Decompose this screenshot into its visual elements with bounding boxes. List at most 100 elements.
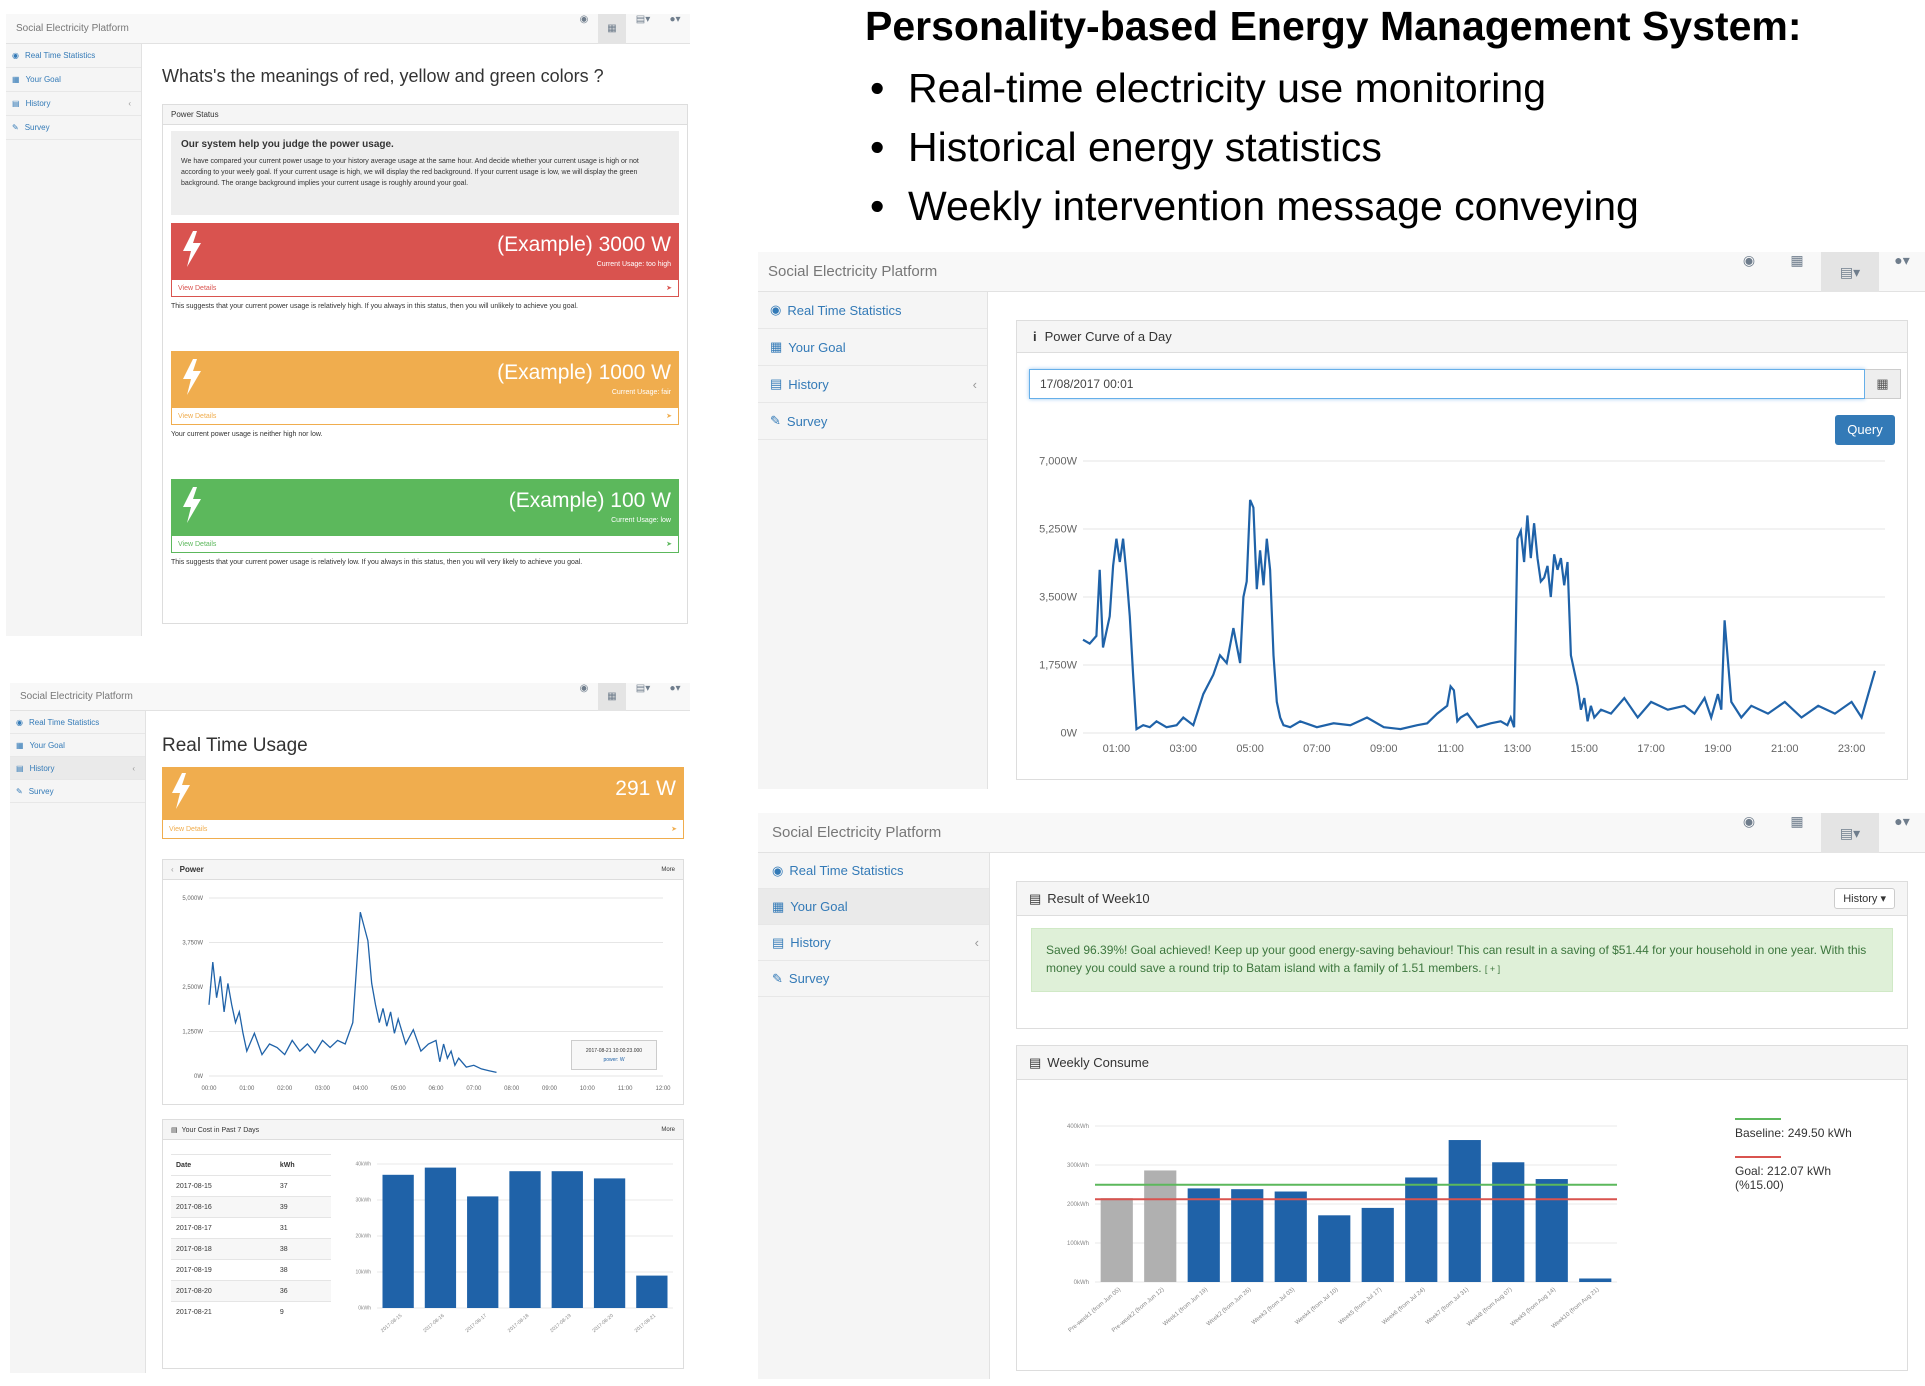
box-title: i Power Curve of a Day — [1017, 321, 1907, 353]
arrow-circle-icon[interactable]: ➤ — [666, 285, 672, 292]
bar — [551, 1171, 583, 1308]
y-tick-label: 5,250W — [1039, 524, 1078, 536]
sidebar-item-your-goal[interactable]: ▦ Your Goal — [10, 734, 145, 757]
user-icon[interactable]: ●▾ — [1894, 813, 1910, 829]
dashboard-icon[interactable]: ◉ — [1742, 813, 1756, 829]
query-button[interactable]: Query — [1835, 415, 1895, 445]
x-tick-label: Week2 (from Jun 26) — [1206, 1287, 1253, 1328]
box-title: Power Status — [163, 105, 687, 125]
sidebar-item-your-goal[interactable]: ▦ Your Goal — [6, 68, 141, 92]
info-well: Our system help you judge the power usag… — [171, 131, 679, 215]
expand-link[interactable]: [ + ] — [1484, 964, 1501, 974]
table-row: 2017-08-17 31 — [171, 1217, 331, 1239]
sidebar-item-survey[interactable]: ✎ Survey — [758, 403, 987, 440]
status-card-green[interactable]: (Example) 100 W Current Usage: low View … — [171, 479, 679, 553]
view-details-link[interactable]: View Details — [178, 284, 217, 292]
brand[interactable]: Social Electricity Platform — [772, 824, 942, 841]
sidebar-item-history[interactable]: ▤ History ‹ — [6, 92, 141, 116]
arrow-circle-icon[interactable]: ➤ — [666, 541, 672, 548]
history-dropdown[interactable]: History ▾ — [1834, 888, 1895, 909]
more-dropdown[interactable]: More — [661, 866, 675, 873]
sidebar-item-your-goal[interactable]: ▦ Your Goal — [758, 329, 987, 366]
arrow-circle-icon[interactable]: ➤ — [666, 413, 672, 420]
sidebar-item-real-time-statistics[interactable]: ◉ Real Time Statistics — [6, 44, 141, 68]
current-usage-card[interactable]: 291 W View Details ➤ — [162, 767, 684, 839]
dashboard-icon[interactable]: ◉ — [579, 683, 589, 694]
y-tick-label: 1,250W — [182, 1030, 203, 1036]
chart-tooltip: 2017-08-21 10:00:23.000 power: W — [571, 1040, 657, 1070]
bar-chart-icon[interactable]: ▤▾ — [635, 14, 651, 25]
cost-table: Date kWh 2017-08-15 37 2017-08-16 39 2017-08-… — [171, 1154, 331, 1323]
table-row: 2017-08-21 9 — [171, 1301, 331, 1323]
user-icon[interactable]: ●▾ — [669, 14, 681, 25]
x-tick-label: Week4 (from Jul 10) — [1294, 1287, 1339, 1326]
brand[interactable]: Social Electricity Platform — [16, 23, 129, 34]
sidebar-item-history[interactable]: ▤ History ‹ — [758, 925, 989, 961]
sidebar-item-your-goal[interactable]: ▦ Your Goal — [758, 889, 989, 925]
bar-chart-icon: ▤ — [770, 376, 783, 391]
arrow-circle-icon[interactable]: ➤ — [671, 826, 677, 833]
y-tick-label: 0kWh — [358, 1306, 371, 1312]
bar-chart-icon[interactable]: ▤▾ — [1821, 813, 1879, 853]
user-icon[interactable]: ●▾ — [1894, 252, 1910, 268]
sidebar-item-survey[interactable]: ✎ Survey — [758, 961, 989, 997]
sidebar-item-real-time-statistics[interactable]: ◉ Real Time Statistics — [758, 292, 987, 329]
x-tick-label: 11:00 — [1437, 743, 1464, 755]
x-tick-label: 09:00 — [542, 1086, 558, 1092]
x-tick-label: 23:00 — [1838, 743, 1866, 755]
x-tick-label: 00:00 — [201, 1086, 217, 1092]
sidebar-item-history[interactable]: ▤ History ‹ — [10, 757, 145, 780]
sidebar-item-real-time-statistics[interactable]: ◉ Real Time Statistics — [10, 711, 145, 734]
y-tick-label: 7,000W — [1039, 456, 1078, 468]
table-icon[interactable]: ▦ — [598, 14, 626, 44]
brand[interactable]: Social Electricity Platform — [768, 263, 938, 280]
navbar: Social Electricity Platform ◉ ▦ ▤▾ ●▾ — [758, 813, 1925, 853]
bar-chart-icon[interactable]: ▤▾ — [635, 683, 651, 694]
x-tick-label: 15:00 — [1570, 743, 1598, 755]
view-details-link[interactable]: View Details — [178, 540, 217, 548]
cost-box: ▤ Your Cost in Past 7 Days More Date kWh 2… — [162, 1119, 684, 1369]
bar-chart-icon[interactable]: ▤▾ — [1821, 252, 1879, 292]
x-tick-label: 11:00 — [618, 1086, 633, 1092]
chevron-left-icon: ‹ — [128, 99, 131, 108]
dashboard-icon[interactable]: ◉ — [579, 14, 589, 25]
table-cell: 2017-08-17 — [171, 1217, 275, 1239]
dashboard-icon[interactable]: ◉ — [1742, 252, 1756, 268]
x-tick-label: 13:00 — [1504, 743, 1532, 755]
box-title: Power — [179, 865, 204, 874]
x-tick-label: Week1 (from Jun 19) — [1162, 1287, 1209, 1328]
collapse-icon[interactable]: ‹ — [171, 865, 174, 874]
calendar-icon[interactable]: ▦ — [1865, 369, 1901, 399]
bar — [1318, 1215, 1351, 1282]
chevron-left-icon: ‹ — [132, 763, 135, 773]
headline-title: Personality-based Energy Management Syst… — [865, 3, 1802, 49]
view-details-link[interactable]: View Details — [178, 412, 217, 420]
bar — [1187, 1188, 1220, 1282]
status-card-red[interactable]: (Example) 3000 W Current Usage: too high… — [171, 223, 679, 297]
more-dropdown[interactable]: More — [661, 1126, 675, 1133]
sidebar-item-history[interactable]: ▤ History ‹ — [758, 366, 987, 403]
sidebar-item-survey[interactable]: ✎ Survey — [10, 780, 145, 803]
status-card-orange[interactable]: (Example) 1000 W Current Usage: fair Vie… — [171, 351, 679, 425]
screenshot-real-time-usage: Social Electricity Platform ◉ ▦ ▤▾ ●▾ ◉ R… — [10, 683, 690, 1373]
cost-bar-chart: 0kWh 10kWh 20kWh 30kWh 40kWh 2017-08-15 2017-0… — [355, 1162, 673, 1334]
table-icon[interactable]: ▦ — [1790, 813, 1804, 829]
x-tick-label: 12:00 — [655, 1086, 671, 1092]
power-series-line — [1082, 499, 1877, 731]
result-message: Saved 96.39%! Goal achieved! Keep up you… — [1031, 928, 1893, 992]
view-details-link[interactable]: View Details — [169, 825, 208, 833]
card-subvalue: Current Usage: low — [611, 517, 671, 524]
edit-icon: ✎ — [16, 786, 23, 796]
table-cell: 31 — [274, 1217, 331, 1239]
table-icon[interactable]: ▦ — [598, 683, 626, 711]
date-input[interactable]: 17/08/2017 00:01 — [1029, 369, 1865, 399]
sidebar-item-survey[interactable]: ✎ Survey — [6, 116, 141, 140]
brand[interactable]: Social Electricity Platform — [20, 691, 133, 702]
table-icon[interactable]: ▦ — [1790, 252, 1804, 268]
bar — [1144, 1170, 1177, 1282]
sidebar: ◉ Real Time Statistics ▦ Your Goal ▤ Histor… — [758, 853, 990, 1379]
sidebar-item-real-time-statistics[interactable]: ◉ Real Time Statistics — [758, 853, 989, 889]
user-icon[interactable]: ●▾ — [669, 683, 681, 694]
table-cell: 36 — [274, 1280, 331, 1302]
